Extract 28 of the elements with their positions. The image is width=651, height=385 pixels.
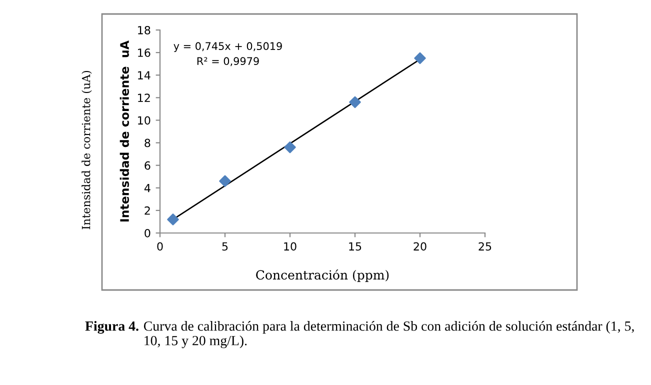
- point: [219, 175, 231, 188]
- annotation: R² = 0,9979: [197, 57, 259, 66]
- point: [414, 52, 426, 64]
- y-tick-label: 2: [144, 206, 150, 215]
- y-tick-label: 0: [144, 228, 150, 238]
- y-tick-label: 14: [138, 71, 150, 80]
- x-tick-label: 20: [414, 242, 426, 251]
- x-tick-label: 5: [222, 242, 228, 251]
- y-tick-label: 6: [144, 161, 150, 170]
- x-tick-label: 10: [284, 242, 296, 251]
- point: [167, 214, 179, 226]
- y-tick-label: 8: [144, 138, 150, 148]
- annotation: y = 0,745x + 0,5019: [174, 42, 282, 52]
- point: [349, 96, 361, 108]
- text: Curva de calibración para la determinación de Sb con adición de solución estándar (1, 5, 10, 15 y 20 mg/L).: [144, 321, 634, 348]
- y-axis-title: Intensidad de corriente uA: [120, 40, 129, 222]
- x-axis-title: Concentración (ppm): [256, 269, 389, 282]
- y-tick-label: 10: [138, 116, 150, 125]
- x-tick-label: 0: [157, 242, 163, 251]
- text: Intensidad de corriente (uA): [82, 70, 92, 230]
- x-tick-label: 15: [349, 242, 362, 251]
- y-tick-label: 4: [144, 184, 150, 192]
- x-tick-label: 25: [478, 242, 492, 251]
- point: [284, 141, 296, 154]
- y-tick-label: 18: [138, 26, 150, 34]
- y-tick-label: 16: [138, 48, 150, 57]
- y-tick-label: 12: [138, 94, 150, 102]
- text: Figura 4.: [85, 321, 138, 334]
